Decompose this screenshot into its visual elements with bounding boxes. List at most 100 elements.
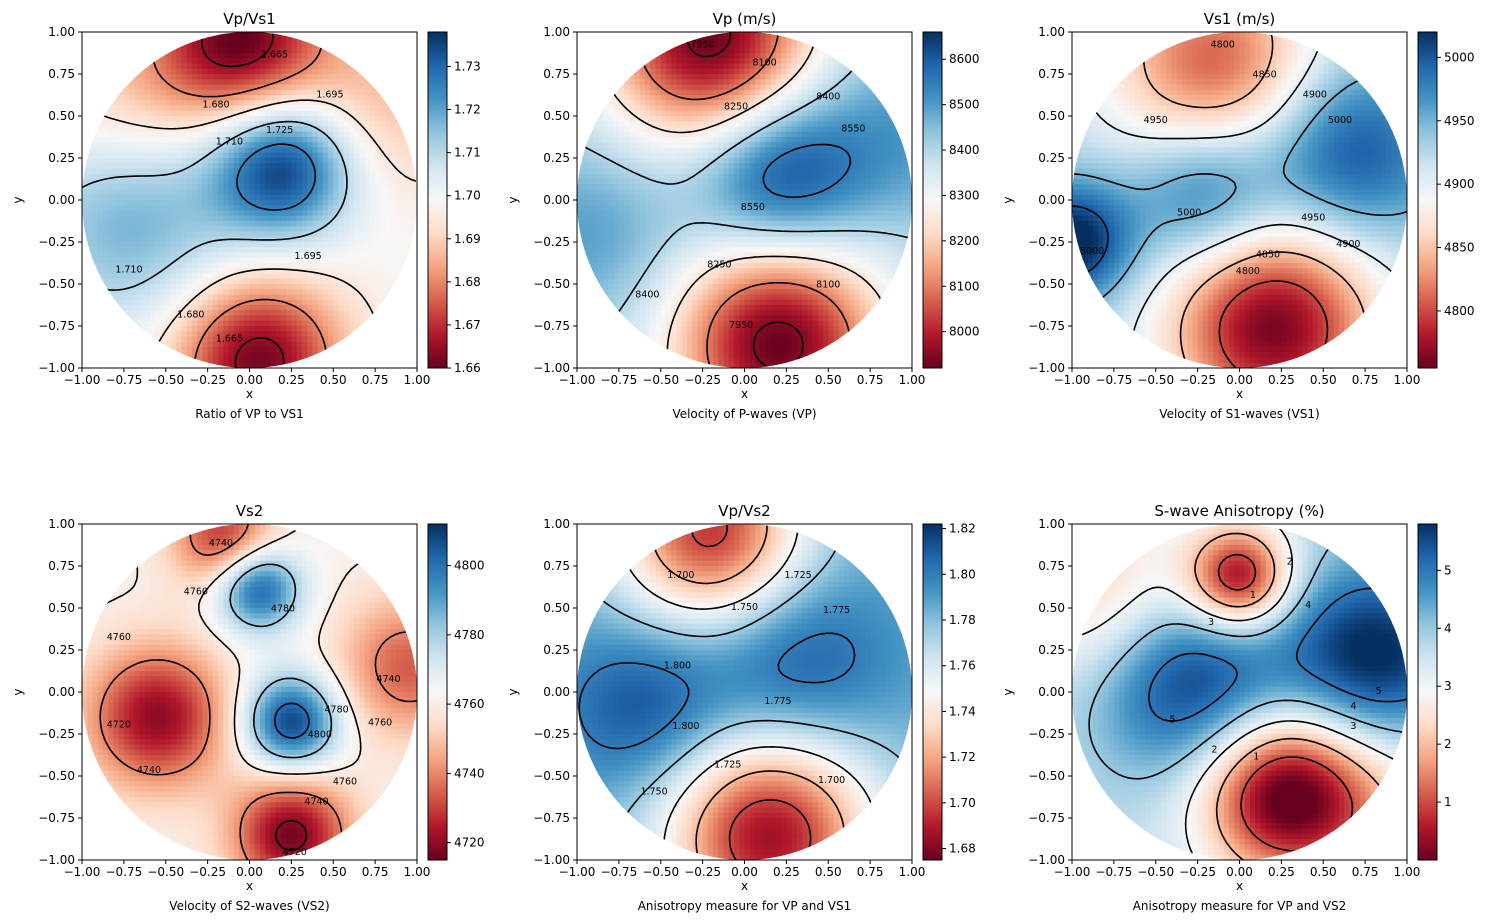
heat-cell	[286, 84, 292, 91]
heat-cell	[375, 210, 381, 217]
heat-cell	[270, 221, 277, 227]
heat-cell	[618, 89, 625, 96]
heat-cell	[176, 231, 183, 238]
heat-cell	[802, 131, 808, 138]
heat-cell	[244, 89, 251, 96]
heat-cell	[286, 163, 292, 170]
heat-cell	[212, 221, 219, 227]
heat-cell	[760, 147, 767, 154]
heat-cell	[781, 63, 787, 70]
heat-cell	[244, 58, 251, 65]
heat-cell	[160, 310, 167, 317]
heat-cell	[254, 37, 261, 44]
heat-cell	[191, 278, 198, 285]
heat-cell	[265, 163, 272, 170]
heat-cell	[359, 284, 366, 290]
heat-cell	[160, 326, 167, 332]
heat-cell	[259, 289, 266, 296]
heat-cell	[650, 147, 657, 154]
heat-cell	[676, 152, 683, 159]
heat-cell	[634, 95, 641, 101]
heat-cell	[265, 284, 272, 290]
heat-cell	[165, 152, 172, 159]
heat-cell	[369, 194, 376, 201]
heat-cell	[191, 226, 198, 233]
heat-cell	[364, 100, 371, 107]
heat-cell	[239, 242, 245, 248]
heat-cell	[348, 289, 355, 296]
heat-cell	[134, 131, 141, 138]
heat-cell	[170, 221, 177, 227]
heat-cell	[791, 47, 798, 54]
heat-cell	[880, 116, 887, 122]
heat-cell	[896, 116, 903, 122]
y-tick-label: 0.75	[48, 67, 75, 81]
heat-cell	[734, 163, 740, 170]
heat-cell	[239, 63, 245, 70]
heat-cell	[786, 63, 793, 70]
heat-cell	[707, 121, 714, 128]
heat-cell	[364, 263, 371, 269]
heat-cell	[244, 215, 251, 222]
heat-cell	[181, 105, 188, 112]
heat-cell	[375, 263, 381, 269]
heat-cell	[333, 79, 340, 86]
heat-cell	[307, 210, 313, 217]
heat-cell	[692, 89, 698, 96]
heat-cell	[291, 305, 298, 311]
heat-cell	[207, 299, 214, 306]
heat-cell	[291, 210, 298, 217]
heat-cell	[113, 163, 120, 170]
heat-cell	[875, 147, 882, 154]
heat-cell	[254, 278, 261, 285]
heat-cell	[170, 252, 177, 259]
heat-cell	[123, 278, 130, 285]
heat-cell	[713, 137, 719, 143]
heat-cell	[270, 205, 277, 212]
heat-cell	[87, 231, 94, 238]
heat-cell	[765, 147, 772, 154]
heat-cell	[165, 189, 172, 196]
heat-cell	[212, 352, 219, 359]
heat-cell	[681, 152, 688, 159]
heat-cell	[170, 37, 177, 44]
heat-cell	[728, 147, 735, 154]
heat-cell	[390, 210, 397, 217]
heat-cell	[343, 58, 350, 65]
heat-cell	[823, 105, 829, 112]
heat-cell	[202, 247, 209, 254]
heat-cell	[165, 105, 172, 112]
heat-cell	[233, 247, 240, 254]
heat-cell	[385, 105, 392, 112]
heat-cell	[275, 84, 282, 91]
heat-cell	[160, 95, 167, 101]
heat-cell	[82, 247, 88, 254]
heat-cell	[102, 226, 109, 233]
heat-cell	[406, 242, 413, 248]
heat-cell	[218, 168, 224, 175]
heat-cell	[181, 236, 188, 243]
heat-cell	[254, 315, 261, 322]
heat-cell	[233, 341, 240, 348]
heat-cell	[239, 352, 245, 359]
heat-cell	[390, 242, 397, 248]
heat-cell	[348, 173, 355, 180]
heat-cell	[796, 142, 803, 149]
heat-cell	[301, 326, 308, 332]
heat-cell	[396, 173, 402, 180]
heat-cell	[296, 273, 303, 280]
heat-cell	[165, 315, 172, 322]
heat-cell	[375, 236, 381, 243]
heat-cell	[265, 194, 272, 201]
heat-cell	[744, 89, 751, 96]
heat-cell	[82, 215, 88, 222]
heat-cell	[239, 173, 245, 180]
heat-cell	[597, 158, 604, 164]
heat-cell	[233, 210, 240, 217]
heat-cell	[233, 173, 240, 180]
heat-cell	[697, 68, 704, 75]
heat-cell	[176, 268, 183, 275]
heat-cell	[155, 221, 162, 227]
heat-cell	[660, 137, 667, 143]
heat-cell	[307, 100, 313, 107]
